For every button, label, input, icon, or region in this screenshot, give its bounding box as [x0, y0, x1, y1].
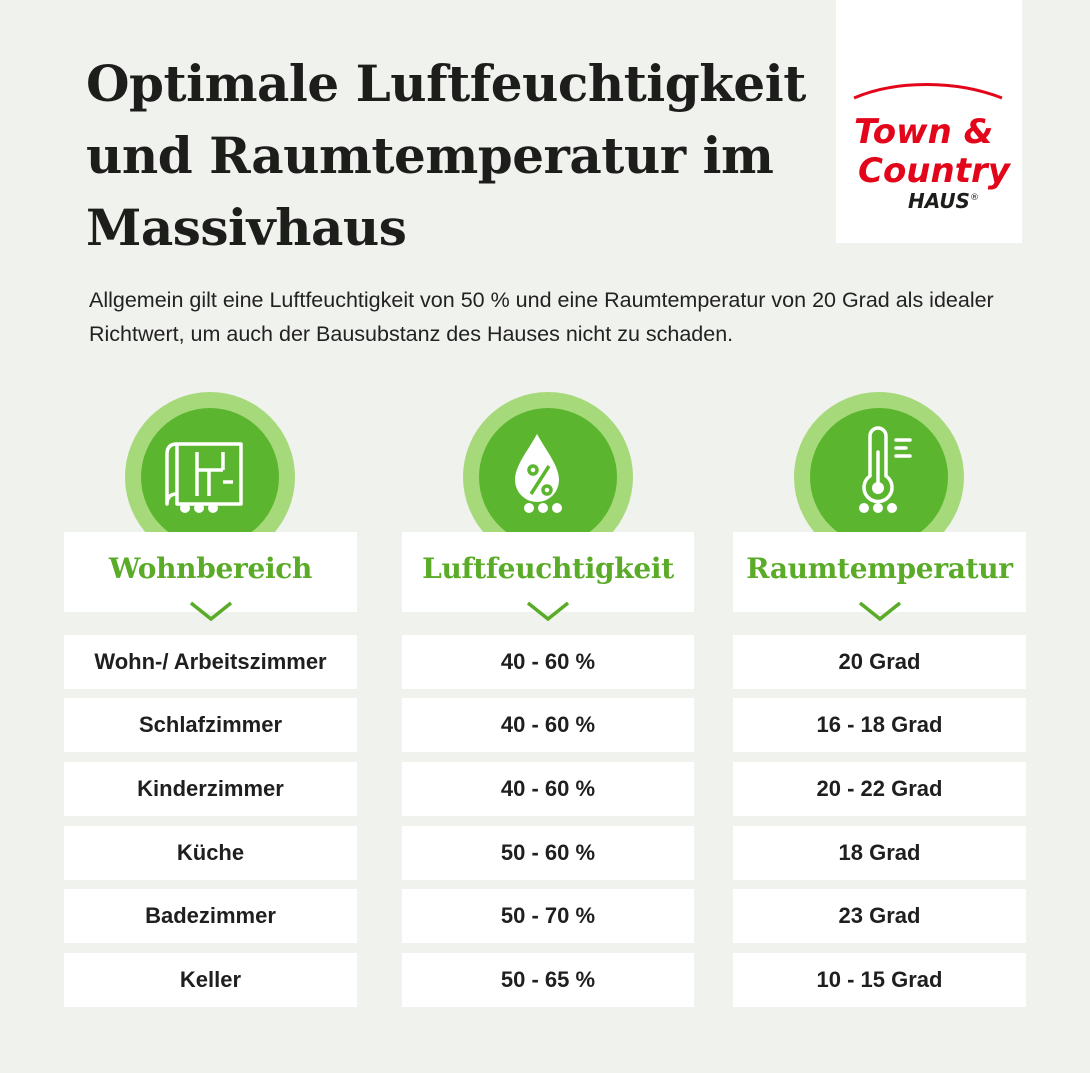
page-title: Optimale Luftfeuchtigkeit und Raumtemper…	[86, 54, 806, 257]
table-cell: 50 - 70 %	[402, 889, 694, 943]
column-header: Luftfeuchtigkeit	[422, 552, 674, 585]
intro-text: Allgemein gilt eine Luftfeuchtigkeit von…	[89, 288, 994, 346]
table-cell: 40 - 60 %	[402, 762, 694, 816]
town-country-logo: Town & Country HAUS ®	[836, 0, 1022, 243]
table-cell: Badezimmer	[64, 889, 357, 943]
chevron-down-icon	[189, 601, 232, 622]
table-cell: 10 - 15 Grad	[733, 953, 1026, 1007]
table-cell: Küche	[64, 826, 357, 880]
column-header: Wohnbereich	[108, 552, 313, 585]
table-cell: Keller	[64, 953, 357, 1007]
table-cell: Wohn-/ Arbeitszimmer	[64, 635, 357, 689]
chevron-down-icon	[858, 601, 901, 622]
svg-text:HAUS: HAUS	[908, 189, 970, 213]
table-cell: 40 - 60 %	[402, 698, 694, 752]
table-cell: 16 - 18 Grad	[733, 698, 1026, 752]
column-header-card: Raumtemperatur	[733, 532, 1026, 612]
humidity-drop-icon	[515, 434, 562, 513]
svg-text:Town &: Town &	[854, 112, 993, 152]
column-header: Raumtemperatur	[746, 552, 1013, 585]
svg-text:®: ®	[970, 193, 979, 203]
table-cell: Kinderzimmer	[64, 762, 357, 816]
table-cell: 20 - 22 Grad	[733, 762, 1026, 816]
table-cell: 23 Grad	[733, 889, 1026, 943]
column-header-card: Luftfeuchtigkeit	[402, 532, 694, 612]
table-cell: 18 Grad	[733, 826, 1026, 880]
floor-plan-icon	[165, 442, 243, 513]
chevron-down-icon	[526, 601, 570, 622]
table-cell: 50 - 60 %	[402, 826, 694, 880]
column-header-card: Wohnbereich	[64, 532, 357, 612]
table-cell: 40 - 60 %	[402, 635, 694, 689]
table-cell: 20 Grad	[733, 635, 1026, 689]
thermometer-icon	[859, 426, 912, 513]
table-cell: 50 - 65 %	[402, 953, 694, 1007]
svg-text:Country: Country	[858, 151, 1012, 191]
table-cell: Schlafzimmer	[64, 698, 357, 752]
